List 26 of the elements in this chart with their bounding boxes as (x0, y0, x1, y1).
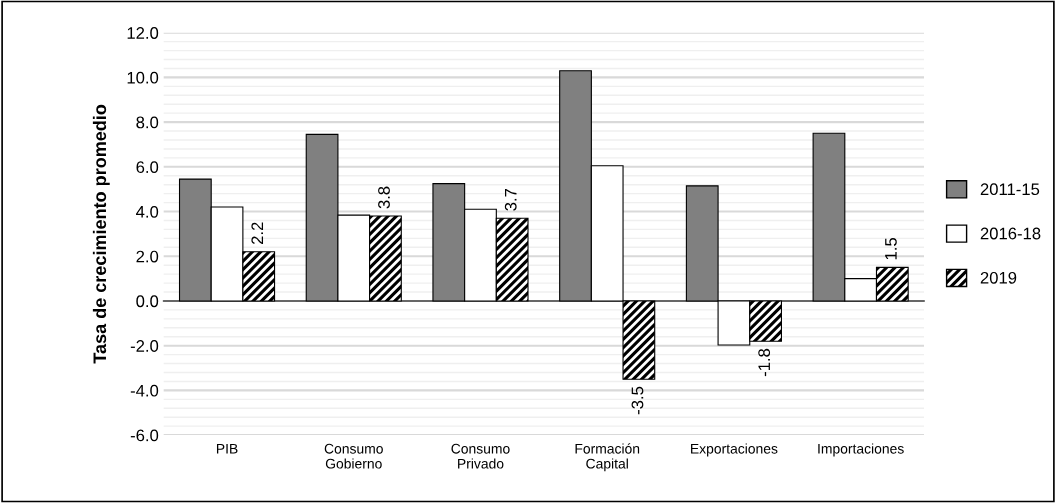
data-label: 1.5 (885, 238, 897, 260)
x-tick-label: Formación Capital (575, 443, 640, 472)
x-tick-label: Consumo Privado (451, 443, 510, 469)
data-label: -1.8 (758, 348, 771, 377)
x-tick-label: Importaciones (818, 443, 904, 457)
y-tick-label: 10.0 (127, 71, 159, 84)
y-tick-label: 6.0 (136, 161, 159, 174)
x-tick-label: Consumo Gobierno (324, 443, 383, 469)
data-label: 3.8 (378, 186, 390, 209)
y-tick-label: 12.0 (127, 27, 159, 39)
data-label: 2.2 (251, 222, 264, 244)
legend-label: 2016-18 (980, 227, 1041, 240)
y-tick-label: -6.0 (130, 429, 159, 442)
y-axis-title: Tasa de crecimiento promedio (92, 104, 110, 364)
y-tick-label: 8.0 (136, 116, 159, 129)
y-tick-label: 0.0 (136, 295, 159, 308)
y-tick-label: 4.0 (136, 205, 159, 218)
legend-label: 2019 (980, 271, 1017, 284)
y-tick-label: 2.0 (136, 250, 159, 263)
y-tick-label: -2.0 (130, 340, 159, 352)
data-label: 3.7 (504, 188, 517, 211)
x-tick-label: PIB (216, 443, 238, 454)
legend-label: 2011-15 (980, 183, 1040, 196)
y-tick-label: -4.0 (130, 384, 159, 397)
data-label: -3.5 (631, 386, 644, 415)
x-tick-label: Exportaciones (691, 443, 778, 457)
